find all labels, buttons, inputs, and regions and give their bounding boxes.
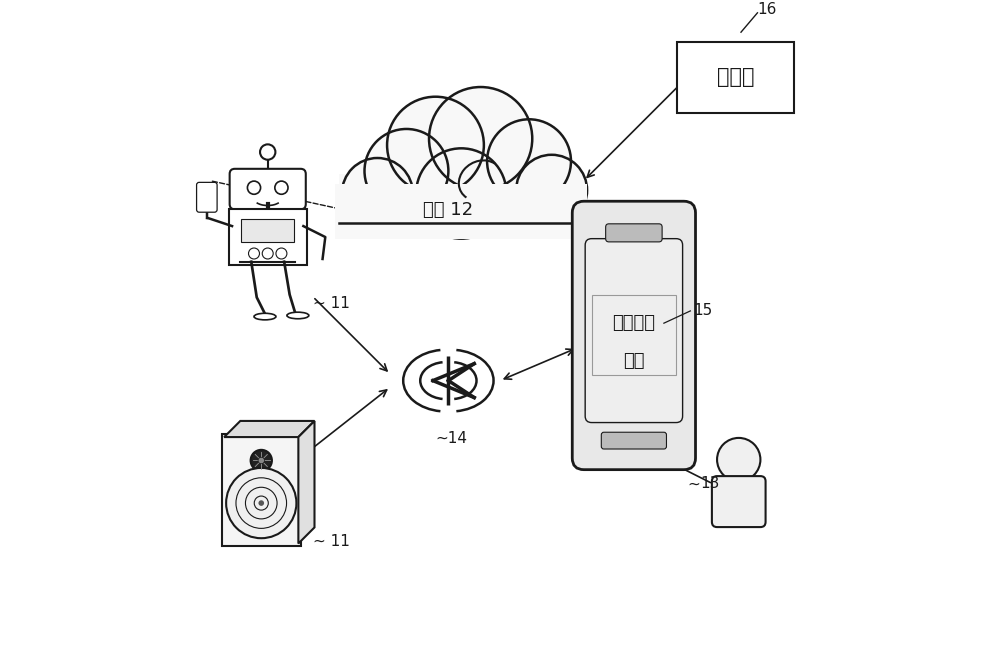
FancyBboxPatch shape [241,219,294,242]
Bar [335,183,587,238]
Text: ~ 11: ~ 11 [313,296,350,311]
Text: 13: 13 [700,476,719,491]
Text: 网络 12: 网络 12 [423,200,473,219]
Polygon shape [224,421,314,437]
FancyBboxPatch shape [572,201,696,470]
Circle shape [516,155,587,226]
Text: ~14: ~14 [436,430,468,445]
Polygon shape [298,421,314,543]
Ellipse shape [287,312,309,319]
Circle shape [429,87,532,190]
Circle shape [260,144,275,160]
FancyBboxPatch shape [197,182,217,212]
Circle shape [416,148,506,238]
Circle shape [275,181,288,195]
Circle shape [226,468,296,538]
Text: 服务器: 服务器 [717,67,754,88]
FancyBboxPatch shape [677,42,794,113]
Text: 16: 16 [757,2,777,17]
Circle shape [249,248,259,259]
FancyBboxPatch shape [230,169,306,210]
FancyBboxPatch shape [229,209,307,265]
Circle shape [258,457,264,464]
Circle shape [262,248,273,259]
Text: ~ 11: ~ 11 [313,534,350,549]
Text: 15: 15 [694,304,713,319]
Circle shape [247,181,261,195]
Circle shape [258,500,264,506]
Text: 软件: 软件 [623,352,645,370]
FancyBboxPatch shape [585,238,683,422]
Circle shape [365,129,448,213]
Text: ~: ~ [687,476,700,491]
FancyBboxPatch shape [606,224,662,242]
FancyBboxPatch shape [712,476,766,527]
Circle shape [717,438,760,481]
FancyBboxPatch shape [222,434,301,546]
Circle shape [342,158,413,229]
Circle shape [276,248,287,259]
Ellipse shape [254,313,276,320]
Circle shape [487,119,571,203]
Bar [339,174,584,232]
FancyBboxPatch shape [601,432,666,449]
Circle shape [251,450,272,471]
Circle shape [387,97,484,193]
Text: 目标应用: 目标应用 [612,313,655,332]
